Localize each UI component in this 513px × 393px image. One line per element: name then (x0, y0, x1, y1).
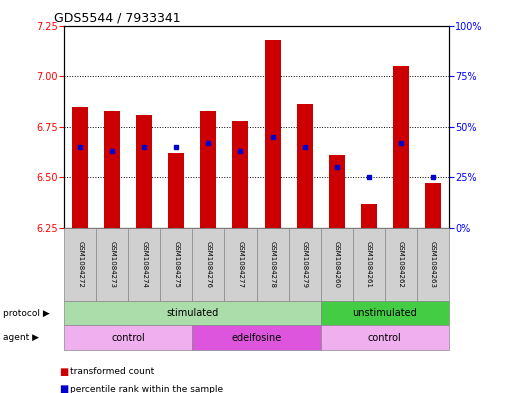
Bar (329, 155, 345, 228)
Text: GSM1084273: GSM1084273 (109, 241, 115, 288)
Text: GSM1084260: GSM1084260 (333, 241, 340, 288)
Text: GSM1084274: GSM1084274 (141, 241, 147, 288)
Text: ■: ■ (59, 384, 68, 393)
Text: GSM1084261: GSM1084261 (366, 241, 372, 288)
Bar (136, 115, 152, 228)
Text: GDS5544 / 7933341: GDS5544 / 7933341 (54, 12, 181, 25)
Text: control: control (111, 333, 145, 343)
Bar (361, 204, 377, 228)
Text: GSM1084277: GSM1084277 (238, 241, 244, 288)
Bar (265, 40, 281, 228)
Bar (232, 121, 248, 228)
Bar (425, 184, 441, 228)
Bar (104, 110, 120, 228)
Text: GSM1084262: GSM1084262 (398, 241, 404, 288)
Text: stimulated: stimulated (166, 308, 219, 318)
Text: ■: ■ (59, 367, 68, 377)
Text: protocol ▶: protocol ▶ (3, 309, 49, 318)
Text: unstimulated: unstimulated (352, 308, 417, 318)
Text: GSM1084272: GSM1084272 (77, 241, 83, 288)
Text: transformed count: transformed count (70, 367, 154, 376)
Bar (72, 107, 88, 228)
Bar (393, 66, 409, 228)
Bar (297, 105, 312, 228)
Text: GSM1084276: GSM1084276 (205, 241, 211, 288)
Text: edelfosine: edelfosine (231, 333, 282, 343)
Bar (168, 153, 184, 228)
Text: GSM1084278: GSM1084278 (269, 241, 275, 288)
Text: control: control (368, 333, 402, 343)
Text: GSM1084279: GSM1084279 (302, 241, 308, 288)
Text: GSM1084263: GSM1084263 (430, 241, 436, 288)
Text: GSM1084275: GSM1084275 (173, 241, 180, 288)
Text: percentile rank within the sample: percentile rank within the sample (70, 385, 223, 393)
Bar (201, 110, 216, 228)
Text: agent ▶: agent ▶ (3, 333, 38, 342)
